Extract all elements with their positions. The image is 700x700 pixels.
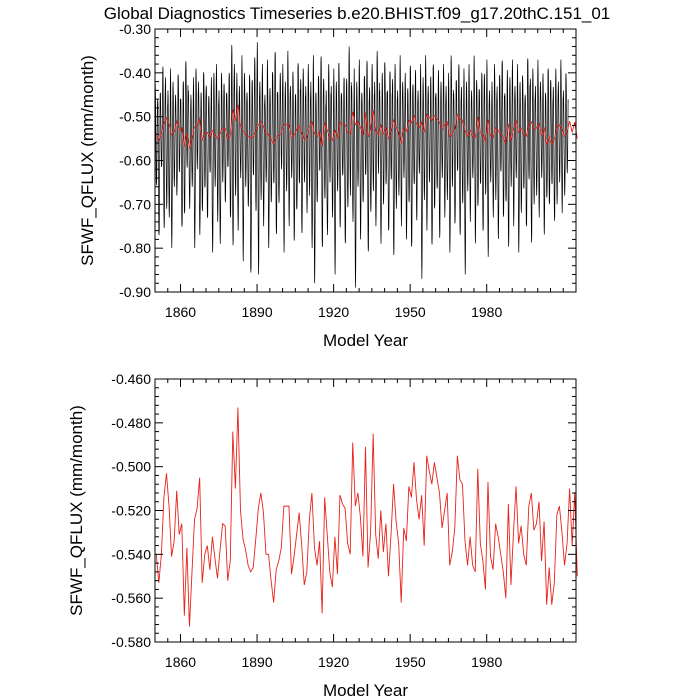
y-tick-label: -0.480 bbox=[111, 415, 151, 431]
x-axis-title: Model Year bbox=[323, 681, 408, 700]
y-tick-label: -0.540 bbox=[111, 546, 151, 562]
y-tick-label: -0.60 bbox=[119, 153, 151, 169]
bottom-chart-panel: 1860 1890 1920 1950 1980 -0.460 -0.480 -0.500 -0… bbox=[67, 371, 578, 700]
x-tick-label: 1860 bbox=[165, 304, 196, 320]
y-tick-label: -0.580 bbox=[111, 634, 151, 650]
x-tick-label: 1920 bbox=[318, 304, 349, 320]
series-line-annual-mean bbox=[155, 407, 578, 627]
x-tick-label: 1980 bbox=[471, 654, 502, 670]
y-tick-label: -0.50 bbox=[119, 109, 151, 125]
y-tick-label: -0.30 bbox=[119, 21, 151, 37]
figure-title: Global Diagnostics Timeseries b.e20.BHIS… bbox=[104, 4, 611, 23]
x-axis-title: Model Year bbox=[323, 331, 408, 350]
series-line-annual-mean bbox=[155, 104, 578, 149]
y-tick-label: -0.80 bbox=[119, 240, 151, 256]
x-tick-label: 1950 bbox=[395, 654, 426, 670]
series-line-monthly bbox=[154, 42, 569, 288]
x-tick-label: 1890 bbox=[241, 654, 272, 670]
top-chart-panel: 1860 1890 1920 1950 1980 -0.30 -0.40 -0.50 -0.60… bbox=[78, 21, 578, 350]
plot-frame bbox=[154, 378, 577, 643]
x-tick-label: 1890 bbox=[241, 304, 272, 320]
y-tick-label: -0.500 bbox=[111, 459, 151, 475]
x-tick-label: 1920 bbox=[318, 654, 349, 670]
y-tick-label: -0.90 bbox=[119, 284, 151, 300]
x-tick-label: 1980 bbox=[471, 304, 502, 320]
x-tick-label: 1950 bbox=[395, 304, 426, 320]
y-tick-label: -0.70 bbox=[119, 196, 151, 212]
y-tick-label: -0.460 bbox=[111, 371, 151, 387]
y-axis-title: SFWF_QFLUX (mm/month) bbox=[78, 55, 97, 266]
y-tick-label: -0.40 bbox=[119, 65, 151, 81]
y-tick-label: -0.560 bbox=[111, 590, 151, 606]
y-axis-title: SFWF_QFLUX (mm/month) bbox=[67, 405, 86, 616]
x-tick-label: 1860 bbox=[165, 654, 196, 670]
y-tick-label: -0.520 bbox=[111, 503, 151, 519]
